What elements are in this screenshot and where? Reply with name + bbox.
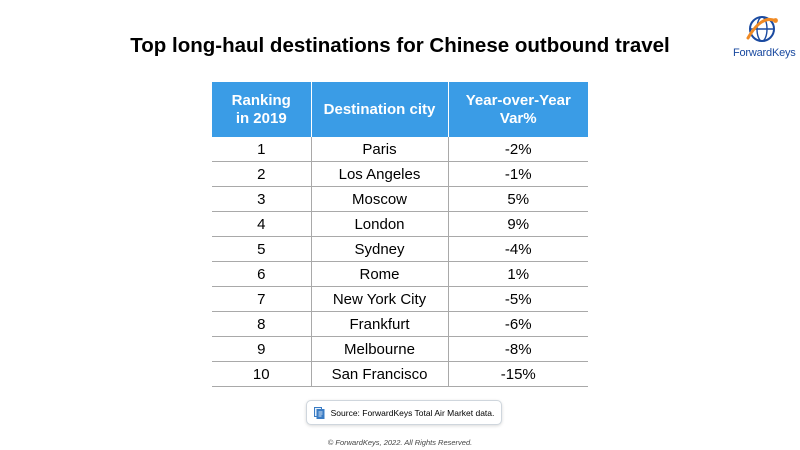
var-cell: -2% (448, 137, 588, 162)
city-cell: Melbourne (311, 336, 449, 362)
city-cell: Paris (311, 137, 449, 162)
table-row: 5 Sydney -4% (212, 236, 588, 262)
rank-cell: 4 (212, 211, 312, 237)
city-cell: Rome (311, 261, 449, 287)
table-row: 10 San Francisco -15% (212, 361, 588, 387)
table-row: 8 Frankfurt -6% (212, 311, 588, 337)
rank-cell: 7 (212, 286, 312, 312)
rank-cell: 6 (212, 261, 312, 287)
header-destination-city: Destination city (311, 82, 449, 137)
globe-logo-icon (746, 16, 778, 42)
logo-text: ForwardKeys (733, 47, 796, 59)
var-cell: 1% (448, 261, 588, 287)
city-cell: Moscow (311, 186, 449, 212)
table-header-row: Ranking in 2019 Destination city Year-ove… (212, 82, 588, 137)
header-ranking-line1: Ranking (231, 91, 291, 109)
rank-cell: 3 (212, 186, 312, 212)
page-title: Top long-haul destinations for Chinese o… (130, 34, 670, 57)
rank-cell: 8 (212, 311, 312, 337)
rank-cell: 10 (212, 361, 312, 387)
rank-cell: 5 (212, 236, 312, 262)
var-cell: -15% (448, 361, 588, 387)
table-row: 7 New York City -5% (212, 286, 588, 312)
table-row: 6 Rome 1% (212, 261, 588, 287)
city-cell: London (311, 211, 449, 237)
source-text: Source: ForwardKeys Total Air Market dat… (330, 407, 495, 418)
table-row: 9 Melbourne -8% (212, 336, 588, 362)
table-row: 4 London 9% (212, 211, 588, 237)
city-cell: Frankfurt (311, 311, 449, 337)
source-note: Source: ForwardKeys Total Air Market dat… (306, 400, 502, 425)
var-cell: -4% (448, 236, 588, 262)
var-cell: -6% (448, 311, 588, 337)
city-cell: Los Angeles (311, 161, 449, 187)
city-cell: New York City (311, 286, 449, 312)
document-icon (313, 406, 325, 419)
header-yoy-var: Year-over-Year Var% (448, 82, 588, 137)
city-cell: San Francisco (311, 361, 449, 387)
table-row: 1 Paris -2% (212, 137, 588, 162)
header-yoy-line2: Var% (499, 109, 537, 127)
table-row: 3 Moscow 5% (212, 186, 588, 212)
header-ranking-line2: in 2019 (235, 109, 287, 127)
rank-cell: 9 (212, 336, 312, 362)
var-cell: -5% (448, 286, 588, 312)
var-cell: 5% (448, 186, 588, 212)
copyright-text: © ForwardKeys, 2022. All Rights Reserved… (327, 438, 473, 447)
city-cell: Sydney (311, 236, 449, 262)
var-cell: -1% (448, 161, 588, 187)
forwardkeys-logo: ForwardKeys (733, 12, 796, 59)
var-cell: -8% (448, 336, 588, 362)
destinations-table: Ranking in 2019 Destination city Year-ove… (212, 82, 588, 387)
rank-cell: 2 (212, 161, 312, 187)
var-cell: 9% (448, 211, 588, 237)
header-yoy-line1: Year-over-Year (465, 91, 571, 109)
rank-cell: 1 (212, 137, 312, 162)
header-ranking: Ranking in 2019 (212, 82, 312, 137)
table-row: 2 Los Angeles -1% (212, 161, 588, 187)
